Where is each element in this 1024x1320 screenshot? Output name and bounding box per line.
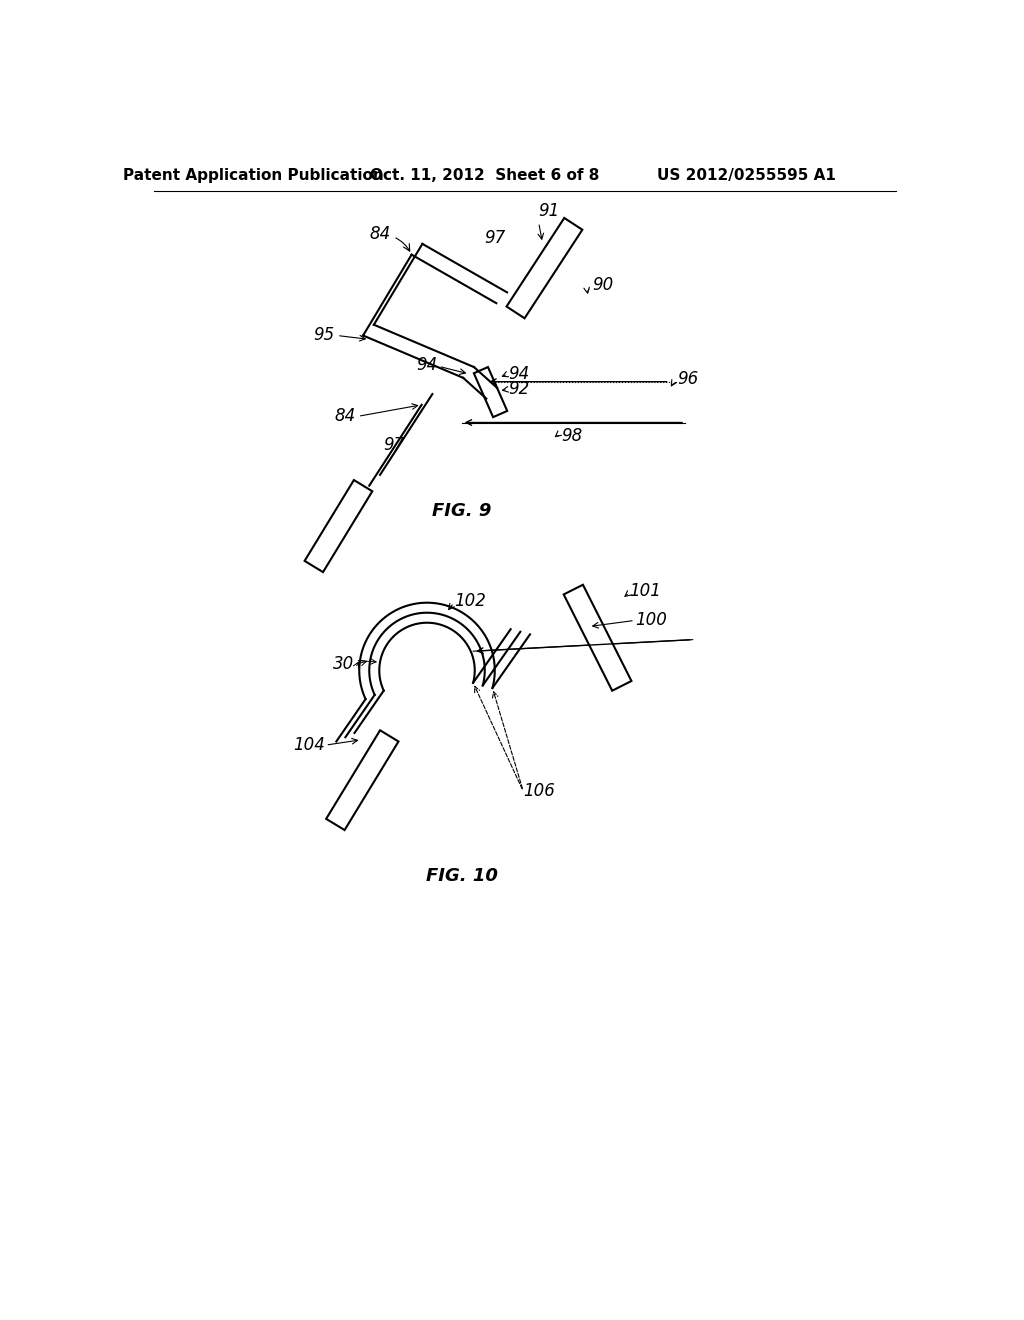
Text: 97: 97 (484, 228, 506, 247)
Text: 106: 106 (523, 783, 555, 800)
Polygon shape (507, 218, 583, 318)
Text: US 2012/0255595 A1: US 2012/0255595 A1 (657, 168, 836, 183)
Text: 30: 30 (333, 655, 354, 673)
Text: FIG. 9: FIG. 9 (432, 502, 492, 520)
Text: 97: 97 (383, 436, 404, 454)
Text: 91: 91 (539, 202, 560, 220)
Text: Patent Application Publication: Patent Application Publication (123, 168, 384, 183)
Polygon shape (327, 730, 398, 830)
Text: 92: 92 (508, 380, 529, 399)
Text: FIG. 10: FIG. 10 (426, 867, 498, 884)
Text: Oct. 11, 2012  Sheet 6 of 8: Oct. 11, 2012 Sheet 6 of 8 (370, 168, 599, 183)
Text: 100: 100 (635, 611, 667, 630)
Text: 94: 94 (508, 366, 529, 383)
Text: 84: 84 (370, 226, 410, 251)
Text: 96: 96 (677, 371, 698, 388)
Text: 101: 101 (630, 582, 662, 601)
Text: 84: 84 (334, 408, 355, 425)
Polygon shape (304, 480, 373, 572)
Text: 95: 95 (313, 326, 335, 345)
Text: 104: 104 (293, 737, 325, 754)
Polygon shape (563, 585, 632, 690)
Text: 90: 90 (593, 276, 613, 294)
Polygon shape (474, 367, 507, 417)
Text: 94: 94 (416, 356, 437, 374)
Text: 102: 102 (454, 593, 485, 610)
Text: 98: 98 (562, 426, 583, 445)
